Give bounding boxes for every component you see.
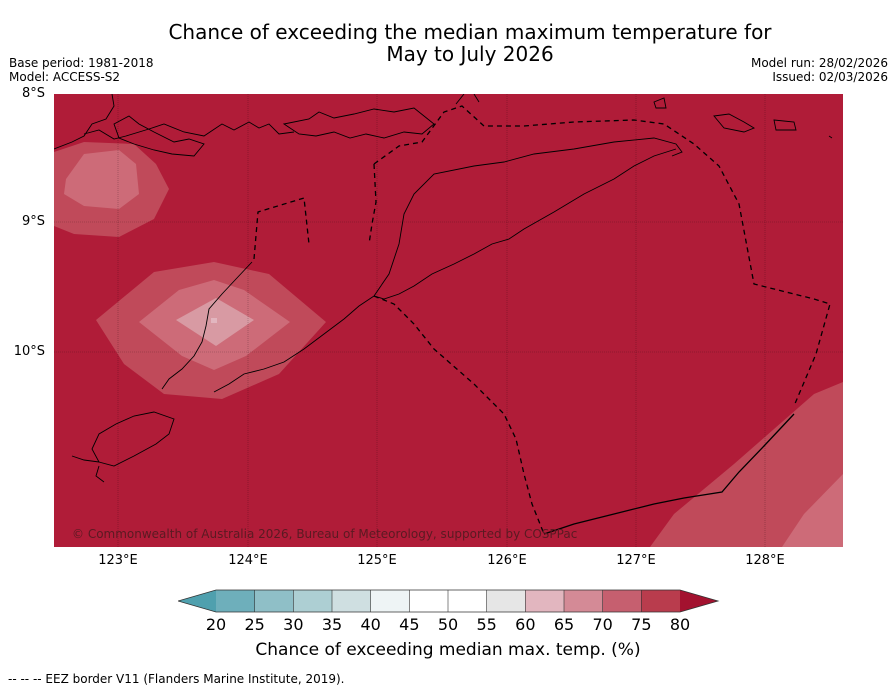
colorbar-segment	[216, 590, 256, 612]
colorbar-tick-label: 75	[631, 615, 652, 634]
colorbar-tick-label: 65	[553, 615, 575, 634]
colorbar-segment	[293, 590, 333, 612]
lon-label-124e: 124°E	[228, 553, 268, 568]
colorbar-segment	[486, 590, 526, 612]
lon-label-127e: 127°E	[616, 553, 656, 568]
map-panel	[54, 94, 843, 547]
title-line-2: May to July 2026	[386, 42, 554, 66]
colorbar	[178, 589, 720, 613]
colorbar-segment	[564, 590, 604, 612]
issued-date: Issued: 02/03/2026	[772, 70, 888, 84]
coast-timor-north	[373, 148, 677, 300]
colorbar-tick-label: 30	[283, 615, 304, 634]
colorbar-tick-label: 50	[437, 615, 459, 634]
colorbar-segment	[332, 590, 372, 612]
colorbar-tick-label: 60	[515, 615, 536, 634]
colorbar-segment	[254, 590, 294, 612]
contour-70-75-upper-left	[64, 150, 139, 209]
coast-small-islands-top	[455, 94, 833, 139]
colorbar-tick-label: 35	[321, 615, 343, 634]
coastlines	[54, 94, 833, 483]
eez-line-west	[253, 163, 545, 535]
colorbar-title: Chance of exceeding median max. temp. (%…	[255, 640, 641, 660]
colorbar-tick-label: 70	[592, 615, 613, 634]
colorbar-extend-low	[178, 590, 216, 612]
coast-flores-east	[113, 115, 205, 157]
eez-line-north	[373, 105, 831, 407]
coast-rote-tail	[71, 455, 105, 483]
coast-timor-west	[161, 261, 253, 390]
colorbar-extend-high	[680, 590, 718, 612]
colorbar-tick-label: 80	[669, 615, 691, 634]
base-period: Base period: 1981-2018	[9, 56, 154, 70]
lon-label-126e: 126°E	[487, 553, 527, 568]
colorbar-segment	[370, 590, 410, 612]
lat-label-9s: 9°S	[21, 214, 45, 229]
model-run: Model run: 28/02/2026	[750, 56, 888, 70]
lon-label-123e: 123°E	[98, 553, 138, 568]
colorbar-tick-label: 40	[360, 615, 381, 634]
model-name: Model: ACCESS-S2	[9, 70, 121, 84]
coast-timor-main	[373, 137, 683, 297]
copyright-text: © Commonwealth of Australia 2026, Bureau…	[72, 527, 578, 541]
lon-label-128e: 128°E	[745, 553, 785, 568]
title-line-1: Chance of exceeding the median maximum t…	[168, 20, 772, 44]
colorbar-tick-label: 20	[205, 615, 227, 634]
colorbar-segment	[602, 590, 642, 612]
eez-border	[253, 105, 831, 535]
colorbar-tick-label: 25	[244, 615, 265, 634]
colorbar-segment	[409, 590, 449, 612]
contour-60-65-central-dot	[211, 318, 217, 323]
colorbar-segment	[525, 590, 565, 612]
coast-rote	[91, 411, 175, 467]
graticule	[54, 94, 843, 547]
lon-label-125e: 125°E	[357, 553, 397, 568]
coast-timor-south	[213, 295, 375, 393]
colorbar-tick-label: 45	[399, 615, 420, 634]
colorbar-tick-label: 55	[476, 615, 497, 634]
coast-flores-sumba-top	[54, 94, 295, 150]
lat-label-10s: 10°S	[13, 344, 45, 359]
contour-70-75-lower-right	[782, 474, 843, 547]
colorbar-segment	[641, 590, 681, 612]
coast-alor-wetar	[282, 107, 435, 139]
lat-label-8s: 8°S	[21, 86, 45, 101]
colorbar-segment	[448, 590, 488, 612]
eez-agreed-boundary	[543, 413, 795, 535]
colorbar-outline	[178, 589, 720, 613]
eez-legend-footer: -- -- -- EEZ border V11 (Flanders Marine…	[8, 672, 345, 686]
